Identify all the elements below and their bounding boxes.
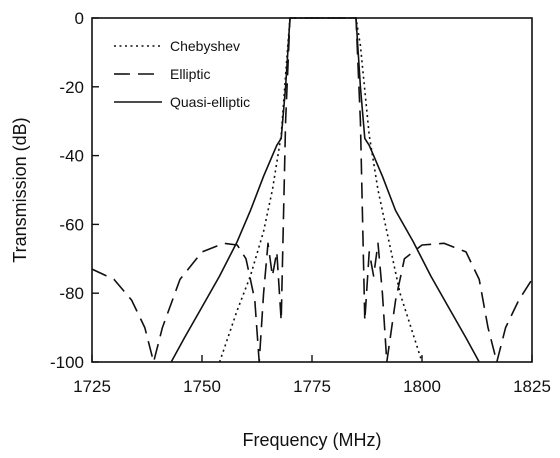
- series-line-2: [170, 17, 480, 363]
- x-tick-label: 1825: [513, 377, 551, 396]
- y-tick-label: -40: [59, 147, 84, 166]
- legend: Chebyshev Elliptic Quasi-elliptic: [114, 38, 250, 110]
- plot-frame: [91, 17, 533, 363]
- ticks-layer: 1725 1750 1775 1800 1825 0 -20 -40 -60 -80 -100: [50, 9, 551, 396]
- x-tick-label: 1750: [183, 377, 221, 396]
- y-tick-label: -20: [59, 78, 84, 97]
- legend-label-1: Elliptic: [170, 66, 210, 82]
- x-axis-title: Frequency (MHz): [242, 430, 381, 450]
- legend-label-2: Quasi-elliptic: [170, 94, 250, 110]
- y-tick-label: -100: [50, 353, 84, 372]
- y-tick-label: -60: [59, 215, 84, 234]
- series-line-0: [218, 17, 423, 363]
- x-tick-label: 1800: [403, 377, 441, 396]
- y-tick-label: -80: [59, 284, 84, 303]
- legend-label-0: Chebyshev: [170, 38, 240, 54]
- y-tick-label: 0: [75, 9, 84, 28]
- y-axis-title: Transmission (dB): [10, 117, 30, 262]
- x-tick-label: 1775: [293, 377, 331, 396]
- x-tick-label: 1725: [73, 377, 111, 396]
- series-line-1: [91, 17, 533, 363]
- series-layer: [91, 17, 533, 363]
